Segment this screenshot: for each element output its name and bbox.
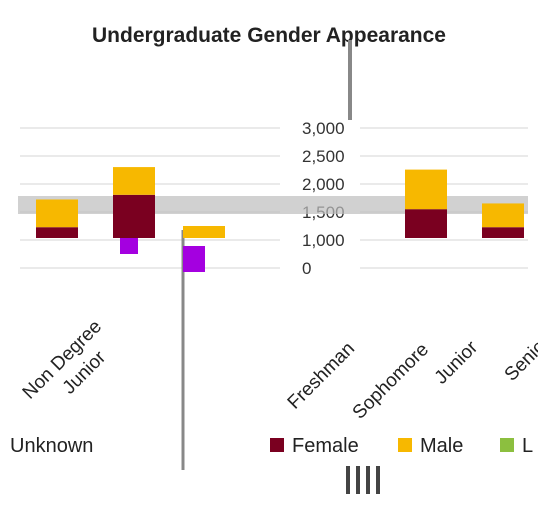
legend-label: L — [522, 435, 533, 457]
bar-female — [405, 209, 447, 238]
legend-swatch — [398, 438, 412, 452]
y-tick-label: 2,000 — [302, 175, 345, 194]
y-tick-label: 3,000 — [302, 119, 345, 138]
band — [18, 196, 528, 214]
legend-swatch — [500, 438, 514, 452]
bar-female — [113, 194, 155, 238]
y-tick-label: 0 — [302, 259, 311, 278]
bar-male — [183, 226, 225, 238]
bar-female — [36, 227, 78, 238]
bar-female — [482, 227, 524, 238]
bar-unknown — [120, 238, 138, 254]
legend-label: Unknown — [10, 435, 93, 457]
x-tick-label: Senior — [501, 331, 538, 385]
y-tick-label: 2,500 — [302, 147, 345, 166]
decor-bar — [346, 466, 350, 494]
chart-title: Undergraduate Gender Appearance — [92, 24, 446, 47]
x-tick-label: Sophomore — [349, 339, 433, 423]
bar-male — [36, 199, 78, 228]
legend-swatch — [270, 438, 284, 452]
decor-bar — [356, 466, 360, 494]
x-tick-label: Junior — [431, 337, 483, 389]
x-tick-label: Freshman — [284, 338, 359, 413]
decor-bar — [376, 466, 380, 494]
legend-label: Female — [292, 435, 359, 457]
legend-label: Male — [420, 435, 463, 457]
bar-male — [113, 167, 155, 195]
bar-male — [482, 203, 524, 228]
y-tick-label: 1,000 — [302, 231, 345, 250]
decor-bar — [366, 466, 370, 494]
bar-male — [405, 169, 447, 210]
bar-unknown — [183, 246, 205, 272]
